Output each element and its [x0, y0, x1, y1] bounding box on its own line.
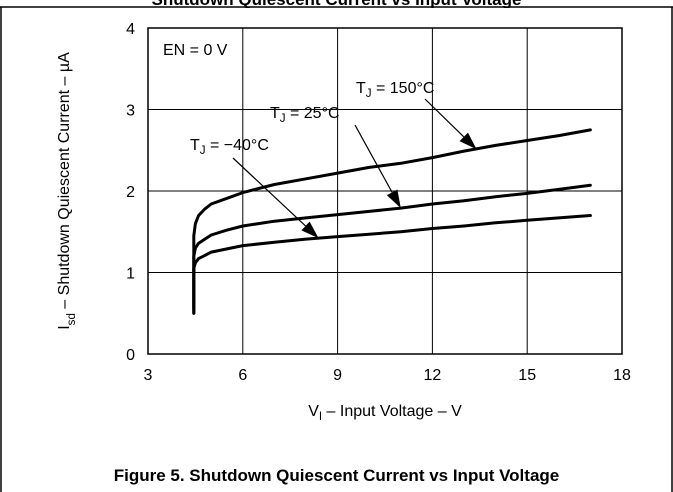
figure-top-strip: Shutdown Quiescent Current vs Input Volt… [0, 0, 673, 8]
y-tick-label: 4 [126, 21, 135, 38]
series-group [192, 128, 592, 315]
series-line [192, 183, 592, 315]
series-line [192, 214, 592, 315]
x-tick-label: 3 [144, 367, 153, 384]
axis-labels: VI – Input Voltage – V Isd – Shutdown Qui… [56, 52, 462, 423]
y-tick-label: 2 [126, 184, 135, 201]
y-axis-label: Isd – Shutdown Quiescent Current – µA [56, 52, 78, 330]
x-tick-label: 12 [424, 367, 442, 384]
figure-caption: Figure 5. Shutdown Quiescent Current vs … [113, 466, 560, 485]
grid-lines [148, 28, 622, 354]
annotation-arrow-head [301, 221, 319, 239]
annotation-arrow-head [386, 189, 401, 209]
annotation-arrow-line [424, 98, 465, 138]
x-tick-label: 15 [518, 367, 536, 384]
y-tick-label: 0 [126, 347, 135, 364]
annotation-label: TJ = −40°C [190, 137, 269, 157]
annotation-arrow-line [232, 157, 306, 227]
x-axis-label: VI – Input Voltage – V [308, 403, 462, 423]
annotation-label: EN = 0 V [163, 42, 228, 59]
annotation-arrow-head [459, 132, 477, 150]
plot-frame [147, 27, 623, 355]
y-tick-label: 1 [126, 266, 135, 283]
y-tick-label: 3 [126, 103, 135, 120]
x-tick-label: 9 [333, 367, 342, 384]
annotation-label: TJ = 25°C [270, 105, 340, 125]
annotations-group: EN = 0 V TJ = 150°C TJ = 25°CTJ = −40°C [163, 42, 477, 239]
x-tick-label: 6 [238, 367, 247, 384]
annotation-label: TJ = 150°C [356, 80, 434, 100]
x-tick-label: 18 [613, 367, 631, 384]
annotation-arrow-line [354, 124, 393, 193]
series-line [192, 128, 592, 311]
